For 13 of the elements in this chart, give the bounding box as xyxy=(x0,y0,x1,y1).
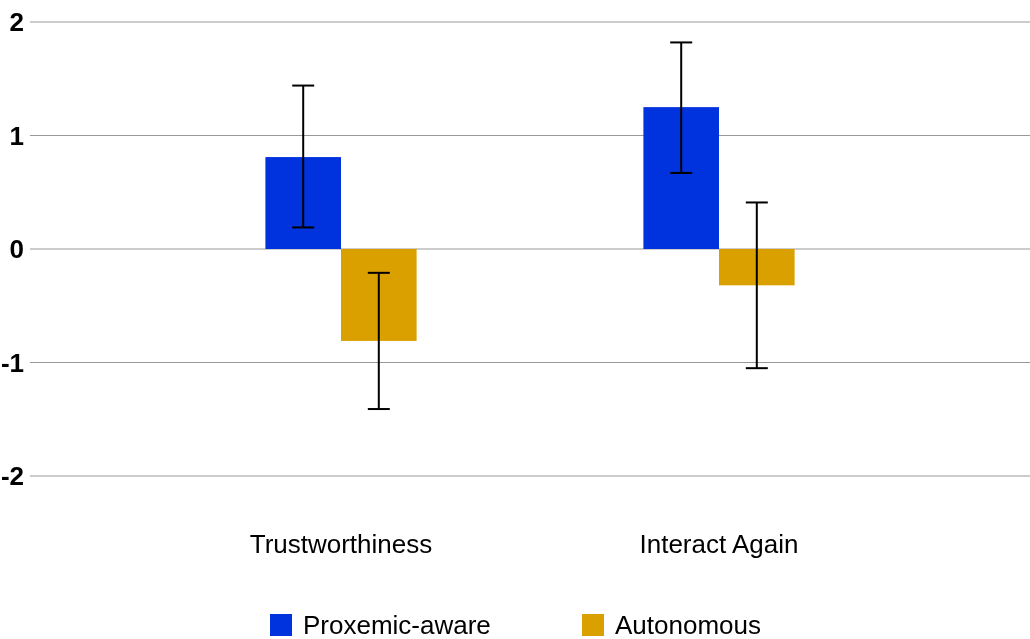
legend-label: Autonomous xyxy=(615,610,761,639)
legend-label: Proxemic-aware xyxy=(303,610,491,639)
bar xyxy=(643,107,719,249)
x-tick-label: Interact Again xyxy=(639,529,799,559)
y-tick-label: 2 xyxy=(9,7,24,38)
y-tick-label: 0 xyxy=(9,234,24,265)
bar xyxy=(719,249,795,286)
x-tick-label: Trustworthiness xyxy=(249,529,433,559)
y-tick-label: 1 xyxy=(9,120,24,151)
bar xyxy=(341,249,417,341)
bar xyxy=(265,157,341,249)
y-tick-label: -2 xyxy=(0,461,24,492)
y-tick-label: -1 xyxy=(0,347,24,378)
